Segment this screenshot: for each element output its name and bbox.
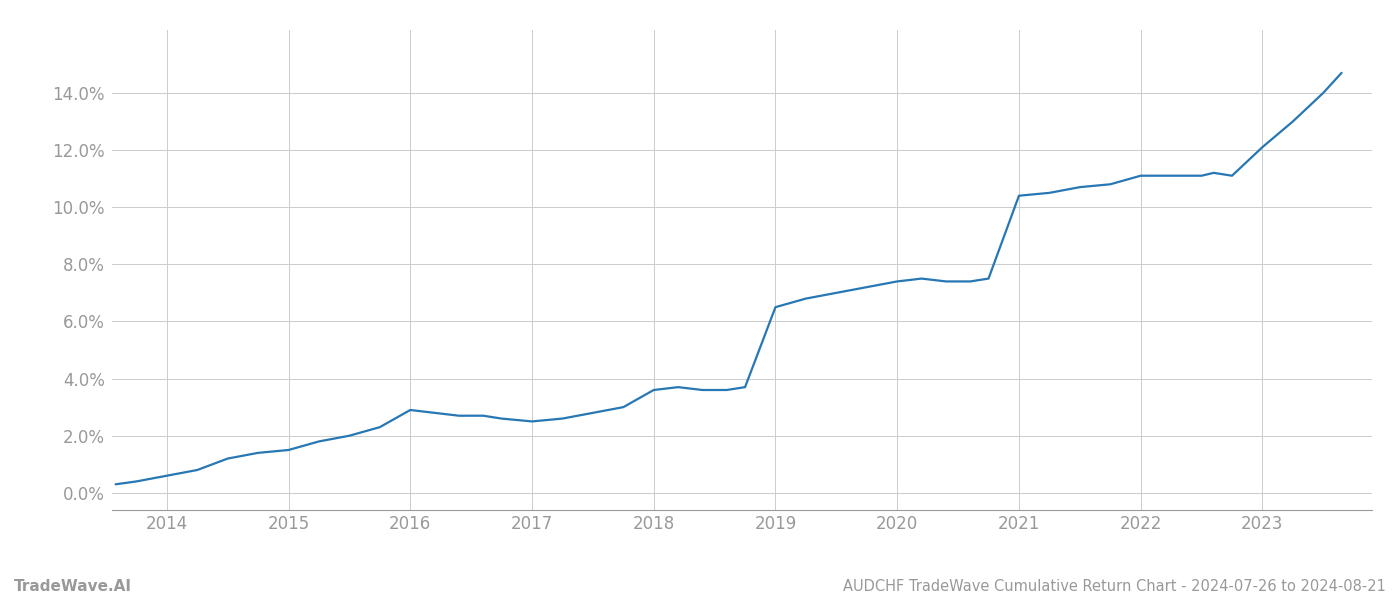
Text: TradeWave.AI: TradeWave.AI	[14, 579, 132, 594]
Text: AUDCHF TradeWave Cumulative Return Chart - 2024-07-26 to 2024-08-21: AUDCHF TradeWave Cumulative Return Chart…	[843, 579, 1386, 594]
